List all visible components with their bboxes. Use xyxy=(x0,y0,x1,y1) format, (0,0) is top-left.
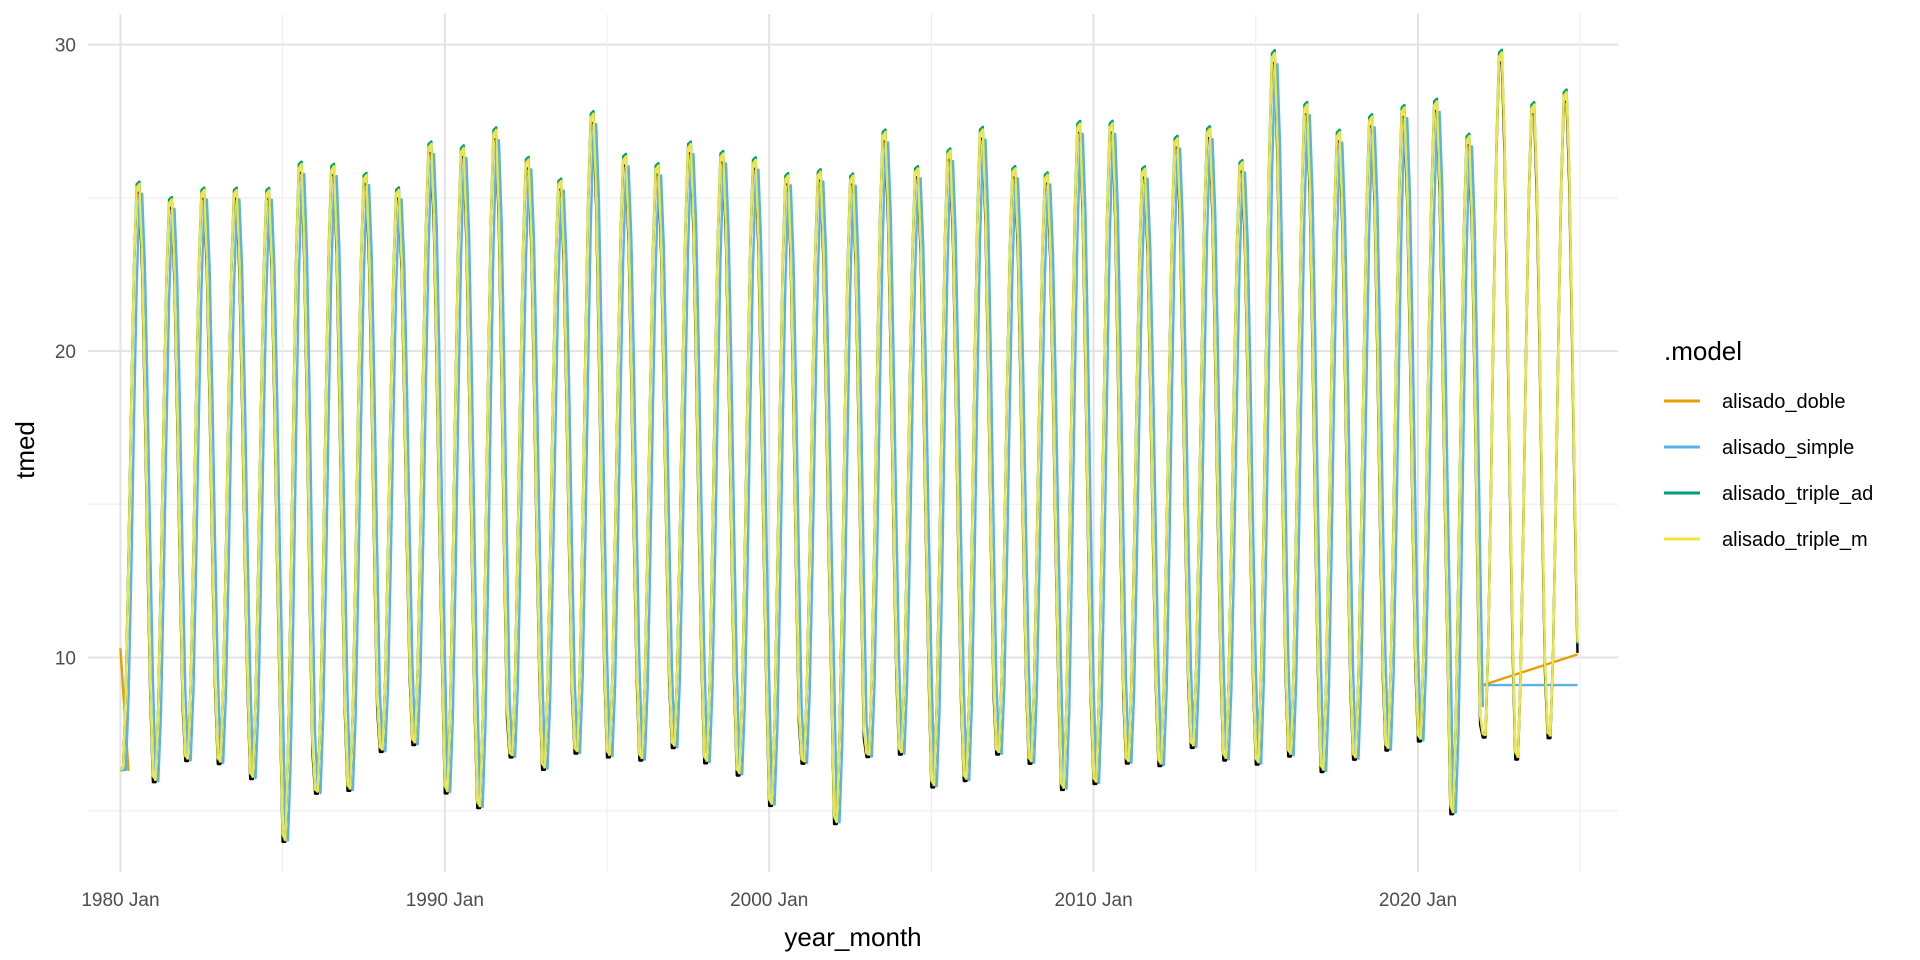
x-axis-title: year_month xyxy=(784,922,921,952)
y-axis-title: tmed xyxy=(10,421,40,479)
alisado-simple-legend-label: alisado_simple xyxy=(1722,437,1854,459)
legend: .model alisado_doble alisado_simplealisad… xyxy=(1664,336,1873,551)
series-layer xyxy=(119,48,1579,843)
alisado-doble-legend-label: alisado_doble xyxy=(1722,391,1845,413)
alisado-simple-series-line xyxy=(120,63,1484,842)
x-tick-label: 1990 Jan xyxy=(406,890,484,911)
alisado-triple-ad-legend-label: alisado_triple_ad xyxy=(1722,483,1873,505)
y-axis-ticks: 10 20 30 xyxy=(55,36,76,670)
alisado-triple-m-series-line xyxy=(119,51,1579,842)
alisado-triple-m-legend-label: alisado_triple_m xyxy=(1722,529,1868,551)
x-tick-label: 2000 Jan xyxy=(730,890,808,911)
x-tick-label: 2020 Jan xyxy=(1379,890,1457,911)
x-tick-label: 1980 Jan xyxy=(81,890,159,911)
x-tick-label: 2010 Jan xyxy=(1054,890,1132,911)
y-tick-label: 30 xyxy=(55,36,76,57)
alisado-doble-series-line xyxy=(1482,653,1578,687)
legend-title: .model xyxy=(1664,336,1742,366)
y-tick-label: 10 xyxy=(55,649,76,670)
y-tick-label: 20 xyxy=(55,342,76,363)
x-axis-ticks: 1980 Jan 1990 Jan 2000 Jan 2010 Jan 2020 Jan xyxy=(81,890,1457,911)
